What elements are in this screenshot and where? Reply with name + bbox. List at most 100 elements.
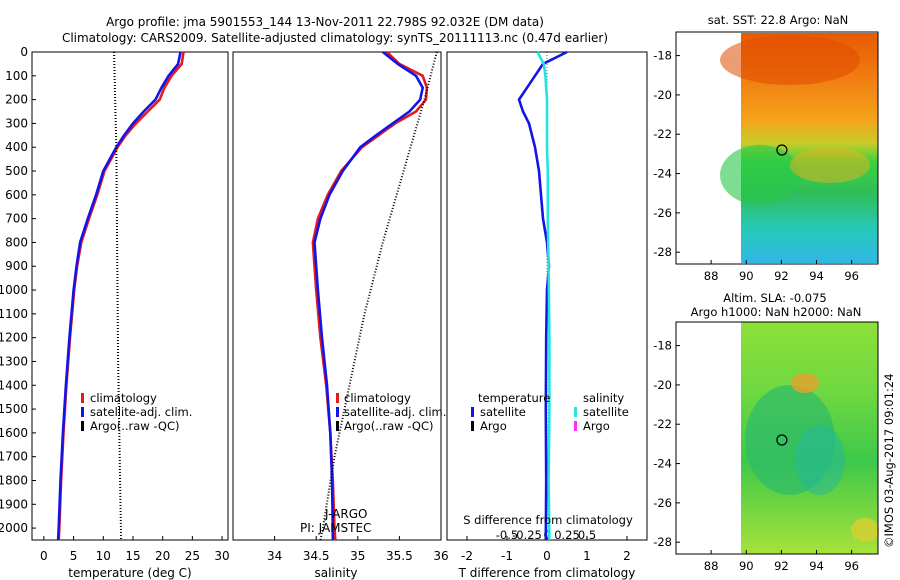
map-y-tick-label: -20	[653, 88, 672, 102]
annotation-pi: PI: JAMSTEC	[300, 521, 371, 535]
salinity-series	[311, 50, 438, 541]
diff-legend-temperature-title: temperature	[478, 391, 550, 405]
x-tick-label: 30	[214, 549, 229, 563]
temperature-series	[56, 51, 185, 541]
sal-diff-tick-label: 0.25	[554, 528, 580, 542]
diff-legend-salinity-title: salinity	[583, 391, 624, 405]
legend-swatch-satellite	[81, 407, 84, 417]
map-x-tick-label: 94	[809, 559, 824, 573]
temperature-x-label: temperature (deg C)	[68, 566, 191, 580]
header-line2: Climatology: CARS2009. Satellite-adjuste…	[62, 31, 608, 45]
x-tick-label: 35.5	[386, 549, 413, 563]
map-y-tick-label: -24	[653, 167, 672, 181]
sla-map-frame	[675, 321, 879, 555]
x-tick-label: 25	[185, 549, 200, 563]
sla-map-panel: Altim. SLA: -0.075 Argo h1000: NaN h2000…	[653, 291, 879, 573]
difference-series	[517, 50, 568, 541]
sst-warm-patch	[720, 35, 860, 85]
sal-legend-swatch-climatology	[336, 393, 339, 403]
sla-cyan-patch	[795, 425, 845, 495]
temperature-panel: 0100200300400500600700800900100011001200…	[0, 45, 230, 580]
sst-profile-marker	[776, 144, 788, 156]
map-y-tick-label: -24	[653, 457, 672, 471]
temperature-y-ticks: 0 100 200 300 400 500 600 700 800 900 1000 1100 1200…	[0, 45, 36, 535]
legend-label-climatology: climatology	[90, 391, 157, 405]
sal-legend-label-argo: Argo(..raw -QC)	[344, 419, 434, 433]
temperature-legend: climatology satellite-adj. clim. Argo(..…	[81, 391, 192, 433]
y-tick-label: 1400	[0, 378, 28, 392]
diff-legend-sal-argo: Argo	[583, 419, 610, 433]
y-tick-label: 1500	[0, 402, 28, 416]
y-tick-label: 400	[5, 140, 28, 154]
salinity-x-ticks: 34 34.5 35 35.5 36	[267, 536, 449, 563]
sla-map-title: Altim. SLA: -0.075	[723, 291, 827, 305]
map-x-tick-label: 94	[809, 269, 824, 283]
y-tick-label: 1700	[0, 450, 28, 464]
sst-map-ticks: 88 90 92 94 96 -18 -20 -22 -24 -26 -28	[653, 49, 859, 283]
x-tick-label: -1	[501, 549, 513, 563]
sst-green-patch	[720, 145, 800, 205]
map-y-tick-label: -18	[653, 49, 672, 63]
series-temperature-satellite	[517, 50, 568, 541]
sal-legend-swatch-satellite	[336, 407, 339, 417]
sst-map-frame	[675, 31, 879, 265]
y-tick-label: 300	[5, 116, 28, 130]
y-tick-label: 0	[20, 45, 28, 59]
sla-profile-marker	[776, 434, 788, 446]
x-tick-label: 15	[125, 549, 140, 563]
salinity-axes-frame	[232, 51, 442, 541]
legend-swatch-climatology	[81, 393, 84, 403]
series-satellite-adj-clim-	[313, 50, 425, 540]
y-tick-label: 1000	[0, 283, 28, 297]
diff-legend-sal-satellite-swatch	[574, 407, 577, 417]
difference-panel: -2 -1 0 1 2-0.5-0.25 0 0.250.5 S difference fr…	[446, 50, 648, 580]
map-y-tick-label: -22	[653, 417, 672, 431]
diff-legend-temp-satellite: satellite	[480, 405, 526, 419]
x-tick-label: 0	[543, 549, 551, 563]
y-tick-label: 800	[5, 235, 28, 249]
legend-swatch-argo	[81, 421, 84, 431]
y-tick-label: 700	[5, 212, 28, 226]
y-tick-label: 900	[5, 259, 28, 273]
y-tick-label: 1600	[0, 426, 28, 440]
temperature-x-ticks: 0 5 10 15 20 25 30	[40, 536, 230, 563]
temperature-axes-frame	[31, 51, 229, 541]
sal-diff-tick-label: -0.5	[496, 528, 518, 542]
annotation-j-argo: J-ARGO	[324, 507, 367, 521]
map-x-tick-label: 88	[704, 269, 719, 283]
x-tick-label: 10	[96, 549, 111, 563]
series-climatology	[311, 51, 429, 541]
y-tick-label: 1300	[0, 354, 28, 368]
map-x-tick-label: 96	[844, 269, 859, 283]
x-tick-label: 5	[70, 549, 78, 563]
map-y-tick-label: -20	[653, 378, 672, 392]
map-y-tick-label: -26	[653, 496, 672, 510]
salinity-legend: climatology satellite-adj. clim. Argo(..…	[336, 391, 446, 433]
map-x-tick-label: 90	[739, 559, 754, 573]
diff-legend-sal-satellite: satellite	[583, 405, 629, 419]
diff-legend-sal-argo-swatch	[574, 421, 577, 431]
series-salinity-satellite	[536, 51, 551, 541]
difference-top-label: S difference from climatology	[463, 513, 633, 527]
map-y-tick-label: -26	[653, 206, 672, 220]
y-tick-label: 1900	[0, 497, 28, 511]
sal-diff-tick-label: -0.25	[512, 528, 542, 542]
x-tick-label: 34.5	[303, 549, 330, 563]
x-tick-label: 35	[350, 549, 365, 563]
series-climatology	[57, 51, 185, 541]
difference-legend: temperature satellite Argo salinity sate…	[471, 391, 629, 433]
legend-label-satellite: satellite-adj. clim.	[90, 405, 192, 419]
x-tick-label: 0	[40, 549, 48, 563]
salinity-x-label: salinity	[314, 566, 357, 580]
map-x-tick-label: 92	[774, 559, 789, 573]
sal-legend-swatch-argo	[336, 421, 339, 431]
map-y-tick-label: -18	[653, 339, 672, 353]
x-tick-label: 2	[623, 549, 631, 563]
x-tick-label: 36	[433, 549, 448, 563]
y-tick-label: 1100	[0, 307, 28, 321]
x-tick-label: 34	[267, 549, 282, 563]
sla-map-subtitle: Argo h1000: NaN h2000: NaN	[691, 305, 862, 319]
copyright-text: ©IMOS 03-Aug-2017 09:01:24	[882, 373, 896, 548]
map-x-tick-label: 92	[774, 269, 789, 283]
